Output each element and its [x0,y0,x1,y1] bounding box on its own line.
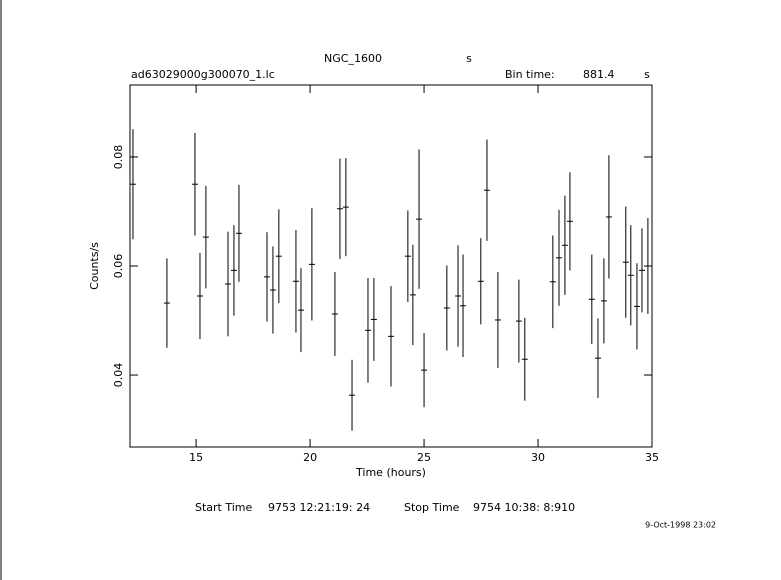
date-stamp: 9-Oct-1998 23:02 [645,521,716,530]
bin-time: 881.4 [583,68,615,81]
start-time-label: Start Time [195,501,253,514]
filename: ad63029000g300070_1.lc [131,68,275,81]
y-tick-label: 0.04 [112,363,125,388]
x-tick-label: 15 [189,451,203,464]
start-time: 9753 12:21:19: 24 [268,501,370,514]
x-tick-label: 20 [303,451,317,464]
y-tick-label: 0.08 [112,145,125,170]
x-tick-label: 25 [417,451,431,464]
title-suffix: s [466,52,472,65]
stop-time: 9754 10:38: 8:910 [473,501,575,514]
plot-frame [129,84,653,448]
x-axis-label: Time (hours) [355,466,426,479]
y-axis-label: Counts/s [88,242,101,290]
bin-time-unit: s [644,68,650,81]
y-tick-label: 0.06 [112,254,125,279]
x-tick-label: 35 [645,451,659,464]
stop-time-label: Stop Time [404,501,460,514]
bin-time-label: Bin time: [505,68,555,81]
x-tick-label: 30 [531,451,545,464]
chart-title: NGC_1600 [324,52,382,65]
